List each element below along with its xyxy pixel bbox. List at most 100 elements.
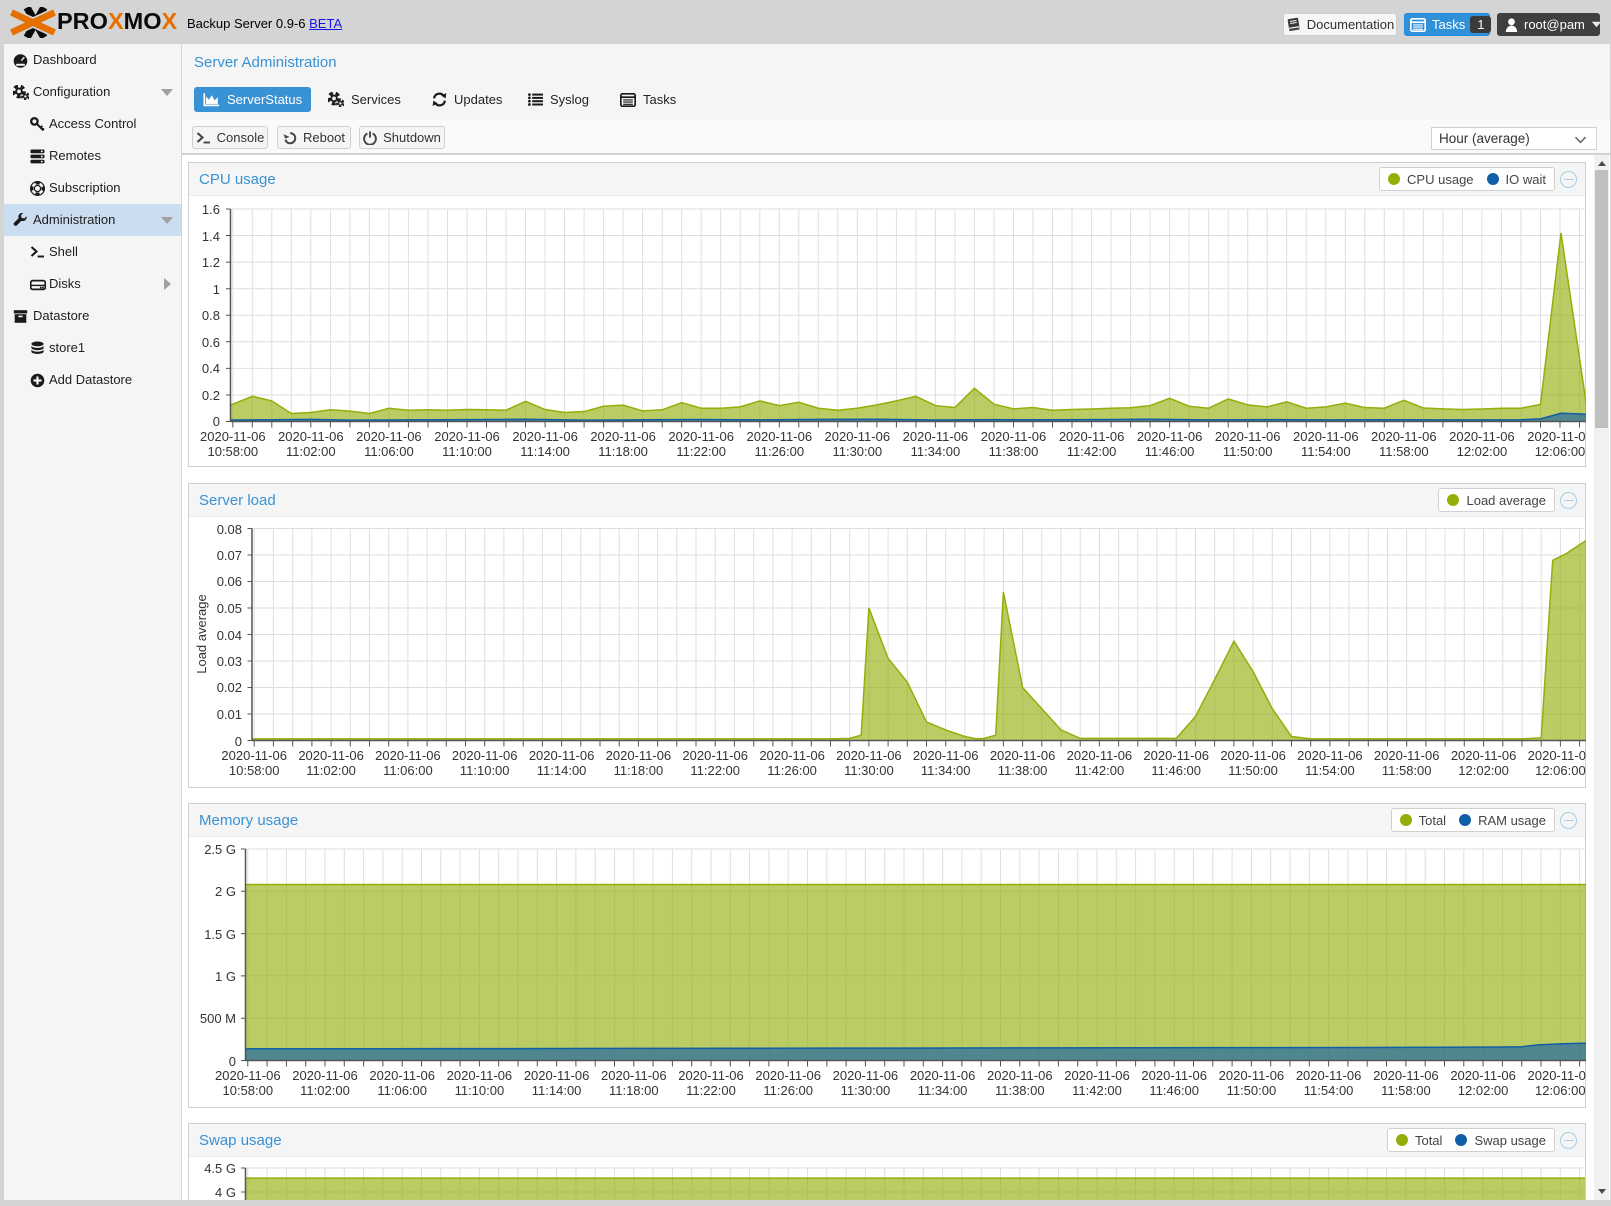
svg-text:2020-11-06: 2020-11-06	[1220, 748, 1286, 763]
svg-text:2020-11-06: 2020-11-06	[1528, 1068, 1586, 1083]
svg-text:2020-11-06: 2020-11-06	[200, 429, 266, 444]
svg-text:11:54:00: 11:54:00	[1301, 444, 1351, 459]
svg-text:11:22:00: 11:22:00	[686, 1083, 736, 1098]
svg-text:2020-11-06: 2020-11-06	[682, 748, 748, 763]
svg-text:2020-11-06: 2020-11-06	[1059, 429, 1125, 444]
svg-text:2020-11-06: 2020-11-06	[1296, 1068, 1362, 1083]
svg-text:11:14:00: 11:14:00	[532, 1083, 582, 1098]
svg-text:4 G: 4 G	[215, 1185, 236, 1200]
svg-text:11:46:00: 11:46:00	[1149, 1083, 1199, 1098]
svg-text:2020-11-06: 2020-11-06	[1215, 429, 1281, 444]
svg-text:2020-11-06: 2020-11-06	[278, 429, 344, 444]
svg-text:1.4: 1.4	[202, 229, 220, 244]
svg-text:11:06:00: 11:06:00	[383, 763, 433, 778]
svg-text:0.04: 0.04	[217, 628, 242, 643]
svg-text:2020-11-06: 2020-11-06	[601, 1068, 667, 1083]
svg-text:11:58:00: 11:58:00	[1379, 444, 1429, 459]
svg-text:2020-11-06: 2020-11-06	[375, 748, 441, 763]
svg-text:11:30:00: 11:30:00	[832, 444, 882, 459]
svg-text:11:50:00: 11:50:00	[1227, 1083, 1277, 1098]
svg-text:2020-11-06: 2020-11-06	[524, 1068, 590, 1083]
svg-text:11:38:00: 11:38:00	[989, 444, 1039, 459]
svg-text:2020-11-06: 2020-11-06	[221, 748, 287, 763]
svg-text:11:10:00: 11:10:00	[442, 444, 492, 459]
svg-text:0: 0	[213, 414, 220, 429]
svg-text:2020-11-06: 2020-11-06	[833, 1068, 899, 1083]
svg-text:2020-11-06: 2020-11-06	[1297, 748, 1363, 763]
svg-text:11:10:00: 11:10:00	[455, 1083, 505, 1098]
svg-text:2020-11-06: 2020-11-06	[836, 748, 902, 763]
svg-text:11:30:00: 11:30:00	[841, 1083, 891, 1098]
svg-text:500 M: 500 M	[200, 1011, 236, 1026]
svg-text:11:14:00: 11:14:00	[520, 444, 570, 459]
svg-text:0.05: 0.05	[217, 601, 242, 616]
svg-text:11:10:00: 11:10:00	[460, 763, 510, 778]
svg-text:12:06:00: 12:06:00	[1535, 444, 1586, 459]
svg-text:0.6: 0.6	[202, 335, 220, 350]
svg-text:11:02:00: 11:02:00	[306, 763, 356, 778]
svg-text:2020-11-06: 2020-11-06	[292, 1068, 358, 1083]
svg-text:11:18:00: 11:18:00	[598, 444, 648, 459]
svg-text:2020-11-06: 2020-11-06	[1374, 748, 1440, 763]
svg-text:2020-11-06: 2020-11-06	[1067, 748, 1133, 763]
svg-text:0.4: 0.4	[202, 361, 220, 376]
svg-text:1: 1	[213, 282, 220, 297]
svg-text:2020-11-06: 2020-11-06	[990, 748, 1056, 763]
svg-text:2020-11-06: 2020-11-06	[825, 429, 891, 444]
svg-text:0.06: 0.06	[217, 574, 242, 589]
svg-text:11:46:00: 11:46:00	[1145, 444, 1195, 459]
svg-text:2020-11-06: 2020-11-06	[606, 748, 672, 763]
svg-text:11:22:00: 11:22:00	[690, 763, 740, 778]
svg-text:11:58:00: 11:58:00	[1382, 763, 1432, 778]
svg-text:2020-11-06: 2020-11-06	[1451, 748, 1517, 763]
svg-text:11:06:00: 11:06:00	[364, 444, 414, 459]
svg-text:2020-11-06: 2020-11-06	[1527, 429, 1586, 444]
svg-text:11:02:00: 11:02:00	[286, 444, 336, 459]
svg-text:2020-11-06: 2020-11-06	[755, 1068, 821, 1083]
svg-text:11:26:00: 11:26:00	[763, 1083, 813, 1098]
svg-text:11:30:00: 11:30:00	[844, 763, 894, 778]
svg-text:11:58:00: 11:58:00	[1381, 1083, 1431, 1098]
svg-text:2020-11-06: 2020-11-06	[1219, 1068, 1285, 1083]
svg-text:12:02:00: 12:02:00	[1458, 763, 1509, 778]
svg-text:11:06:00: 11:06:00	[377, 1083, 427, 1098]
svg-text:12:02:00: 12:02:00	[1457, 444, 1508, 459]
svg-text:2020-11-06: 2020-11-06	[452, 748, 518, 763]
svg-text:11:02:00: 11:02:00	[300, 1083, 350, 1098]
svg-text:2020-11-06: 2020-11-06	[356, 429, 422, 444]
svg-text:2020-11-06: 2020-11-06	[1064, 1068, 1130, 1083]
svg-text:2020-11-06: 2020-11-06	[1141, 1068, 1207, 1083]
svg-text:0.07: 0.07	[217, 548, 242, 563]
svg-text:11:38:00: 11:38:00	[995, 1083, 1045, 1098]
svg-text:2020-11-06: 2020-11-06	[981, 429, 1047, 444]
svg-text:2020-11-06: 2020-11-06	[1449, 429, 1515, 444]
svg-text:0.2: 0.2	[202, 388, 220, 403]
svg-text:2020-11-06: 2020-11-06	[447, 1068, 513, 1083]
svg-text:2020-11-06: 2020-11-06	[512, 429, 578, 444]
svg-text:1.5 G: 1.5 G	[204, 927, 236, 942]
svg-text:11:38:00: 11:38:00	[998, 763, 1048, 778]
svg-text:2020-11-06: 2020-11-06	[298, 748, 364, 763]
svg-text:11:46:00: 11:46:00	[1151, 763, 1201, 778]
svg-text:0.8: 0.8	[202, 308, 220, 323]
svg-text:2020-11-06: 2020-11-06	[529, 748, 595, 763]
svg-text:1.2: 1.2	[202, 255, 220, 270]
svg-text:1 G: 1 G	[215, 969, 236, 984]
svg-text:2 G: 2 G	[215, 884, 236, 899]
svg-text:2020-11-06: 2020-11-06	[678, 1068, 744, 1083]
svg-text:11:14:00: 11:14:00	[537, 763, 587, 778]
svg-text:0.03: 0.03	[217, 654, 242, 669]
svg-text:12:06:00: 12:06:00	[1535, 763, 1586, 778]
svg-text:11:18:00: 11:18:00	[609, 1083, 659, 1098]
svg-text:10:58:00: 10:58:00	[207, 444, 258, 459]
svg-text:11:54:00: 11:54:00	[1304, 1083, 1354, 1098]
svg-text:10:58:00: 10:58:00	[222, 1083, 273, 1098]
svg-text:2020-11-06: 2020-11-06	[1143, 748, 1209, 763]
svg-text:11:22:00: 11:22:00	[676, 444, 726, 459]
svg-text:11:26:00: 11:26:00	[754, 444, 804, 459]
svg-text:11:34:00: 11:34:00	[911, 444, 961, 459]
svg-text:2020-11-06: 2020-11-06	[759, 748, 825, 763]
svg-text:2020-11-06: 2020-11-06	[590, 429, 656, 444]
svg-text:2020-11-06: 2020-11-06	[1371, 429, 1437, 444]
svg-text:2020-11-06: 2020-11-06	[987, 1068, 1053, 1083]
